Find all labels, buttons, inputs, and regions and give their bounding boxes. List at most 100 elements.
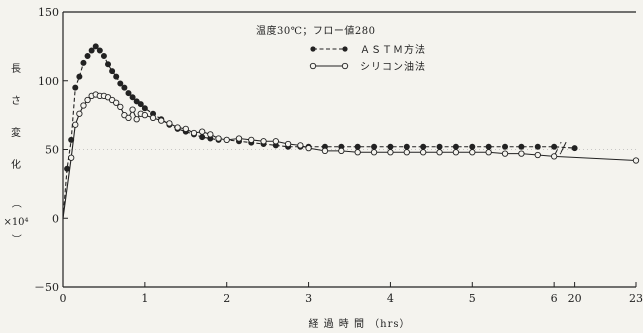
legend-label-astm: ＡＳＴＭ方法 bbox=[360, 43, 426, 56]
series-2-point bbox=[223, 136, 230, 144]
series-1-point bbox=[129, 94, 136, 101]
series-1-point bbox=[133, 98, 140, 105]
x-tick-label: 1 bbox=[141, 292, 148, 305]
series-1-point bbox=[117, 80, 124, 87]
series-2-point bbox=[141, 111, 149, 119]
series-1-point bbox=[92, 43, 99, 50]
series-2-point bbox=[133, 116, 140, 123]
series-1-point bbox=[387, 143, 394, 150]
series-1-point bbox=[105, 61, 112, 68]
series-2-point bbox=[149, 114, 157, 122]
series-1-point bbox=[109, 68, 116, 75]
series-1-line bbox=[62, 45, 575, 219]
series-2-point bbox=[76, 110, 83, 117]
series-1-point bbox=[436, 143, 443, 150]
series-1-point bbox=[502, 143, 509, 150]
series-2-point bbox=[420, 149, 427, 156]
series-2-point bbox=[84, 96, 91, 104]
series-2-line bbox=[62, 93, 637, 219]
series-1-point bbox=[354, 143, 361, 150]
legend-marker-astm bbox=[342, 46, 348, 52]
series-2-point bbox=[113, 99, 120, 106]
series-2-point bbox=[370, 149, 378, 156]
series-2-point bbox=[72, 121, 79, 128]
legend-marker-astm bbox=[310, 46, 316, 52]
series-layer bbox=[62, 43, 640, 219]
series-2-point bbox=[272, 138, 279, 145]
x-tick-label: 4 bbox=[387, 292, 394, 305]
x-tick-label: 5 bbox=[469, 292, 476, 305]
series-1-point bbox=[371, 143, 378, 150]
x-tick-label: 2 bbox=[223, 292, 230, 305]
series-2-point bbox=[501, 150, 509, 157]
series-2-point bbox=[174, 124, 181, 131]
series-1-point bbox=[80, 59, 87, 66]
series-1-point bbox=[452, 143, 459, 150]
series-1-point bbox=[125, 90, 132, 97]
y-axis-unit-open: （ bbox=[10, 198, 22, 208]
x-tick-label: 23 bbox=[629, 292, 643, 305]
series-2-point bbox=[284, 140, 292, 148]
series-2-point bbox=[387, 149, 394, 156]
series-1-point bbox=[403, 143, 410, 150]
condition-annotation: 温度30℃；フロー値280 bbox=[256, 24, 376, 37]
series-1-point bbox=[113, 73, 120, 80]
y-axis-label-char: 化 bbox=[11, 158, 21, 171]
series-2-point bbox=[297, 142, 304, 149]
y-tick-label: 50 bbox=[45, 144, 59, 157]
series-1-point bbox=[96, 47, 103, 54]
series-1-point bbox=[571, 145, 578, 152]
series-2-point bbox=[248, 136, 255, 144]
series-2-point bbox=[518, 150, 525, 157]
series-2-point bbox=[68, 154, 75, 161]
series-2-point bbox=[403, 149, 410, 156]
series-2-point bbox=[199, 128, 206, 135]
series-1-point bbox=[100, 53, 107, 60]
series-1-point bbox=[84, 53, 91, 60]
series-1-point bbox=[551, 143, 558, 150]
y-axis-unit-close: ） bbox=[10, 234, 22, 244]
series-2-point bbox=[80, 102, 87, 109]
axis-break-mark bbox=[559, 141, 567, 155]
series-2-point bbox=[190, 129, 198, 137]
x-axis-label: 経 過 時 間 （hrs） bbox=[308, 317, 410, 330]
y-tick-label: 0 bbox=[52, 212, 59, 225]
series-2-point bbox=[207, 131, 214, 138]
legend-marker-silicone bbox=[341, 62, 349, 70]
series-2-point bbox=[321, 147, 329, 155]
series-1 bbox=[62, 43, 578, 219]
series-2-point bbox=[235, 135, 243, 142]
x-tick-label: 0 bbox=[60, 292, 67, 305]
series-2-point bbox=[632, 157, 640, 164]
series-1-point bbox=[420, 143, 427, 150]
legend-label-silicone: シリコン油法 bbox=[360, 60, 426, 73]
series-2-point bbox=[125, 114, 132, 122]
x-tick-label: 6 bbox=[551, 292, 558, 305]
series-2-point bbox=[260, 138, 267, 145]
series-2 bbox=[62, 91, 640, 219]
y-tick-label: 150 bbox=[38, 6, 59, 19]
series-2-point bbox=[182, 125, 189, 133]
series-1-point bbox=[76, 73, 83, 80]
series-2-point bbox=[305, 144, 312, 152]
legend-marker-silicone bbox=[309, 62, 317, 70]
axes-layer bbox=[62, 11, 637, 288]
x-tick-label: 3 bbox=[305, 292, 312, 305]
series-2-point bbox=[550, 153, 558, 160]
series-2-point bbox=[338, 147, 345, 155]
series-2-point bbox=[166, 120, 173, 127]
series-2-point bbox=[534, 151, 541, 159]
series-1-point bbox=[72, 84, 79, 91]
axis-break-gap bbox=[557, 143, 561, 154]
series-1-point bbox=[141, 105, 148, 112]
y-tick-label: －50 bbox=[34, 281, 59, 294]
y-axis-unit: ×10⁴ bbox=[3, 217, 28, 228]
series-1-point bbox=[137, 101, 144, 108]
y-axis-label-char: 長 bbox=[11, 63, 21, 75]
x-tick-label: 20 bbox=[568, 292, 582, 305]
series-1-point bbox=[121, 84, 128, 91]
